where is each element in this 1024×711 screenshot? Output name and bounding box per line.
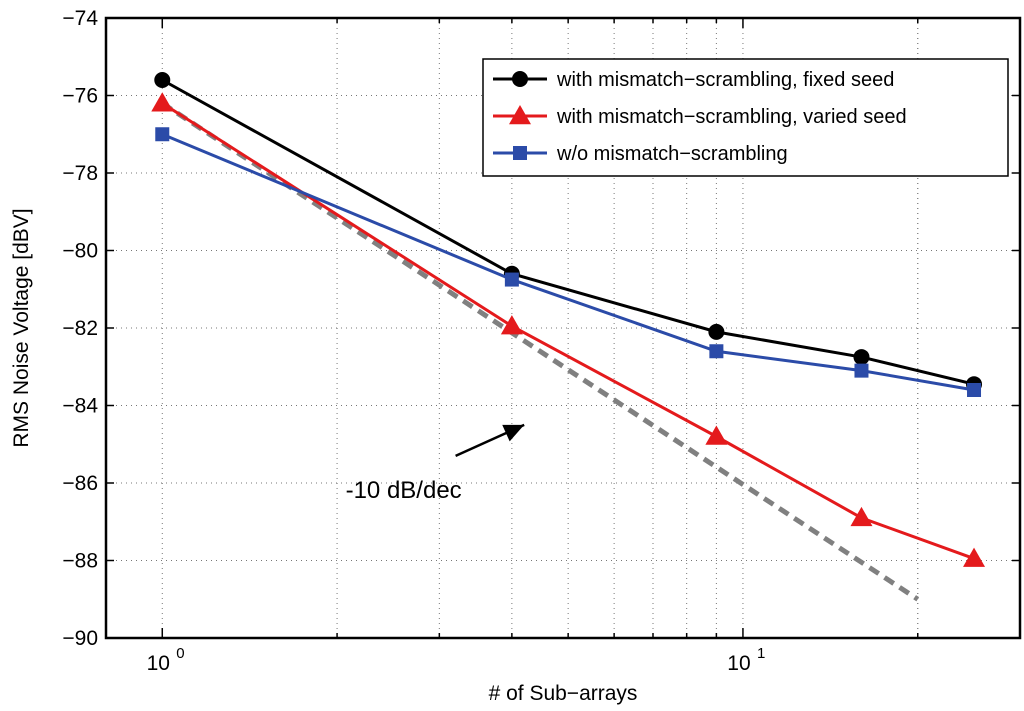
y-tick-label: −84 bbox=[62, 395, 98, 418]
y-tick-label: −78 bbox=[62, 162, 98, 185]
series-2 bbox=[151, 92, 986, 567]
x-tick-exponent: 1 bbox=[757, 645, 765, 662]
legend-box bbox=[482, 58, 1009, 177]
data-point bbox=[850, 506, 873, 527]
series-layer bbox=[151, 72, 986, 567]
data-point bbox=[705, 425, 728, 445]
legend-marker bbox=[513, 146, 527, 160]
annotation-text: -10 dB/dec bbox=[346, 477, 462, 504]
data-point bbox=[708, 323, 725, 340]
data-point bbox=[151, 92, 174, 112]
reference-dashed-line bbox=[160, 101, 920, 602]
y-tick-label: −80 bbox=[62, 240, 98, 263]
legend-entry: with mismatch−scrambling, fixed seed bbox=[556, 69, 894, 91]
data-point bbox=[500, 315, 523, 335]
x-axis-label: # of Sub−arrays bbox=[489, 682, 638, 705]
tick-labels: −74 −76 −78 −80 −82 −84 −86 −88 −90 10 0 10 1 bbox=[62, 7, 1021, 675]
annotation: -10 dB/dec bbox=[346, 423, 525, 504]
y-tick-label: −90 bbox=[62, 627, 98, 650]
legend-entry: w/o mismatch−scrambling bbox=[556, 143, 788, 165]
series-3 bbox=[155, 127, 982, 397]
legend-marker bbox=[512, 71, 528, 87]
data-point bbox=[504, 272, 519, 287]
x-tick-label: 10 bbox=[727, 652, 750, 675]
data-point bbox=[854, 363, 869, 378]
data-point bbox=[709, 344, 724, 359]
y-tick-label: −86 bbox=[62, 472, 98, 495]
data-point bbox=[154, 72, 171, 88]
legend: with mismatch−scrambling, fixed seed with… bbox=[482, 58, 1009, 177]
y-tick-label: −76 bbox=[62, 85, 98, 108]
data-point bbox=[155, 127, 170, 142]
data-point bbox=[967, 383, 982, 397]
x-tick-label: 10 bbox=[147, 652, 170, 675]
legend-marker bbox=[509, 105, 531, 125]
data-point bbox=[853, 349, 870, 366]
y-tick-label: −88 bbox=[62, 550, 98, 573]
x-tick-exponent: 0 bbox=[176, 645, 184, 662]
y-tick-label: −74 bbox=[62, 7, 98, 30]
reference-line bbox=[160, 101, 920, 602]
annotation-arrow-head bbox=[502, 424, 525, 442]
y-axis-label: RMS Noise Voltage [dBV] bbox=[10, 208, 33, 447]
legend-entry: with mismatch−scrambling, varied seed bbox=[556, 106, 907, 128]
data-point bbox=[963, 547, 986, 567]
y-tick-label: −82 bbox=[62, 317, 98, 340]
